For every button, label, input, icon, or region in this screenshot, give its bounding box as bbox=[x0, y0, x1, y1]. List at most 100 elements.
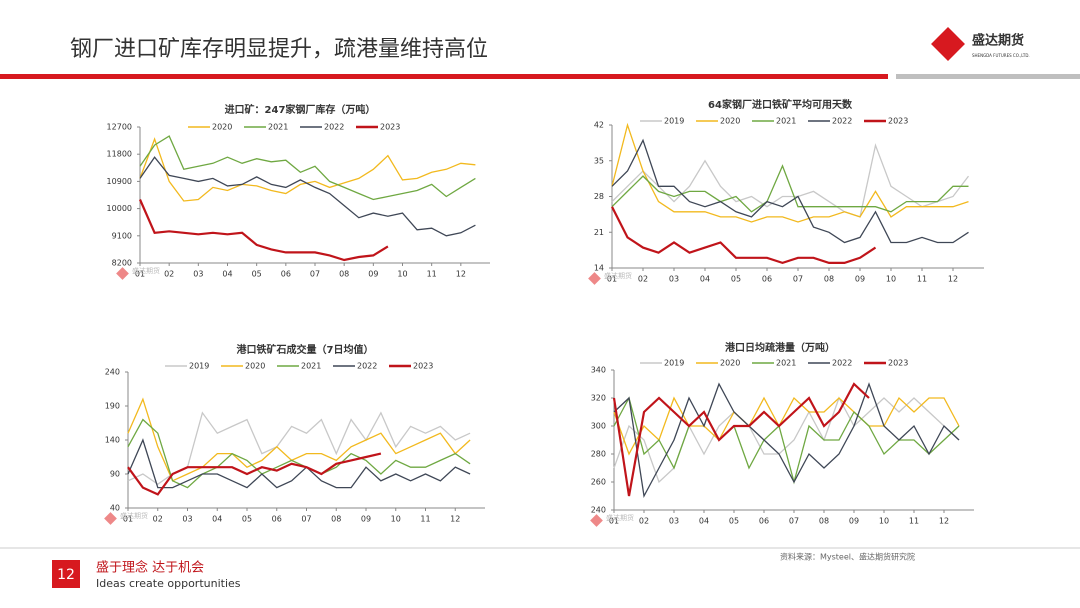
y-tick-label: 21 bbox=[594, 228, 604, 237]
legend-label: 2021 bbox=[776, 359, 796, 368]
series-line bbox=[127, 438, 471, 489]
x-tick-label: 05 bbox=[252, 270, 262, 279]
logo-icon bbox=[931, 27, 965, 61]
y-tick-label: 8200 bbox=[112, 259, 132, 268]
y-tick-label: 300 bbox=[591, 422, 606, 431]
series-line bbox=[127, 397, 471, 482]
y-tick-label: 35 bbox=[594, 156, 604, 165]
y-tick-label: 240 bbox=[591, 506, 606, 515]
x-tick-label: 04 bbox=[212, 515, 222, 524]
series-line bbox=[611, 143, 970, 218]
x-tick-label: 02 bbox=[638, 275, 648, 284]
title-bar bbox=[0, 74, 888, 79]
x-tick-label: 04 bbox=[700, 275, 710, 284]
series-line bbox=[611, 138, 969, 244]
x-tick-label: 01 bbox=[607, 275, 617, 284]
y-tick-label: 340 bbox=[591, 366, 606, 375]
x-tick-label: 04 bbox=[222, 270, 232, 279]
y-tick-label: 320 bbox=[591, 394, 606, 403]
x-tick-label: 02 bbox=[153, 515, 163, 524]
legend-label: 2023 bbox=[413, 362, 433, 371]
x-tick-label: 09 bbox=[368, 270, 378, 279]
y-tick-label: 9100 bbox=[112, 231, 132, 240]
logo-en: SHENGDA FUTURES CO.,LTD. bbox=[972, 53, 1030, 58]
series-line bbox=[611, 206, 877, 265]
y-tick-label: 42 bbox=[594, 121, 604, 130]
x-tick-label: 04 bbox=[699, 517, 709, 526]
legend-label: 2019 bbox=[664, 359, 684, 368]
legend-label: 2020 bbox=[720, 359, 740, 368]
y-tick-label: 140 bbox=[105, 436, 120, 445]
y-tick-label: 280 bbox=[591, 450, 606, 459]
x-tick-label: 06 bbox=[759, 517, 769, 526]
y-tick-label: 10900 bbox=[107, 177, 132, 186]
x-tick-label: 08 bbox=[331, 515, 341, 524]
x-tick-label: 10 bbox=[397, 270, 407, 279]
legend-label: 2023 bbox=[888, 359, 908, 368]
y-tick-label: 12700 bbox=[107, 123, 132, 132]
legend-label: 2022 bbox=[832, 359, 852, 368]
x-tick-label: 09 bbox=[855, 275, 865, 284]
x-tick-label: 06 bbox=[281, 270, 291, 279]
y-tick-label: 28 bbox=[594, 192, 604, 201]
page-box bbox=[52, 560, 80, 588]
legend-label: 2020 bbox=[212, 123, 232, 132]
x-tick-label: 11 bbox=[427, 270, 437, 279]
x-tick-label: 09 bbox=[361, 515, 371, 524]
series-line bbox=[127, 452, 382, 496]
chart-title: 港口铁矿石成交量（7日均值） bbox=[237, 343, 374, 356]
legend-label: 2023 bbox=[380, 123, 400, 132]
legend-label: 2019 bbox=[189, 362, 209, 371]
x-tick-label: 08 bbox=[819, 517, 829, 526]
slogan-en: Ideas create opportunities bbox=[96, 577, 241, 590]
x-tick-label: 11 bbox=[420, 515, 430, 524]
y-tick-label: 260 bbox=[591, 478, 606, 487]
legend-label: 2020 bbox=[245, 362, 265, 371]
watermark: 盛达期货 bbox=[604, 271, 632, 280]
watermark-icon bbox=[588, 272, 601, 285]
series-line bbox=[613, 396, 960, 456]
series-line bbox=[139, 137, 476, 202]
x-tick-label: 05 bbox=[729, 517, 739, 526]
watermark: 盛达期货 bbox=[120, 511, 148, 520]
legend-label: 2021 bbox=[268, 123, 288, 132]
x-tick-label: 07 bbox=[310, 270, 320, 279]
series-line bbox=[611, 164, 969, 213]
chart-title: 64家钢厂进口铁矿平均可用天数 bbox=[708, 98, 853, 111]
legend-label: 2020 bbox=[720, 117, 740, 126]
legend-label: 2022 bbox=[324, 123, 344, 132]
x-tick-label: 11 bbox=[917, 275, 927, 284]
slide-title: 钢厂进口矿库存明显提升，疏港量维持高位 bbox=[70, 37, 488, 62]
legend-label: 2022 bbox=[832, 117, 852, 126]
x-tick-label: 01 bbox=[609, 517, 619, 526]
watermark-icon bbox=[590, 514, 603, 527]
x-tick-label: 12 bbox=[456, 270, 466, 279]
title-bar-gray bbox=[896, 74, 1080, 79]
x-tick-label: 03 bbox=[669, 275, 679, 284]
chart-title: 进口矿：247家钢厂库存（万吨） bbox=[225, 103, 376, 116]
series-line bbox=[612, 382, 870, 497]
x-tick-label: 06 bbox=[272, 515, 282, 524]
x-tick-label: 09 bbox=[849, 517, 859, 526]
x-tick-label: 10 bbox=[391, 515, 401, 524]
y-tick-label: 11800 bbox=[107, 150, 132, 159]
x-tick-label: 07 bbox=[301, 515, 311, 524]
y-tick-label: 90 bbox=[110, 470, 120, 479]
watermark: 盛达期货 bbox=[606, 513, 634, 522]
series-line bbox=[613, 396, 960, 485]
x-tick-label: 02 bbox=[164, 270, 174, 279]
series-line bbox=[611, 122, 969, 223]
x-tick-label: 02 bbox=[639, 517, 649, 526]
legend-label: 2021 bbox=[301, 362, 321, 371]
x-tick-label: 01 bbox=[135, 270, 145, 279]
x-tick-label: 03 bbox=[669, 517, 679, 526]
x-tick-label: 06 bbox=[762, 275, 772, 284]
y-tick-label: 240 bbox=[105, 368, 120, 377]
x-tick-label: 12 bbox=[939, 517, 949, 526]
x-tick-label: 01 bbox=[123, 515, 133, 524]
legend-label: 2019 bbox=[664, 117, 684, 126]
series-line bbox=[139, 156, 476, 237]
x-tick-label: 03 bbox=[182, 515, 192, 524]
y-tick-label: 190 bbox=[105, 402, 120, 411]
x-tick-label: 08 bbox=[824, 275, 834, 284]
